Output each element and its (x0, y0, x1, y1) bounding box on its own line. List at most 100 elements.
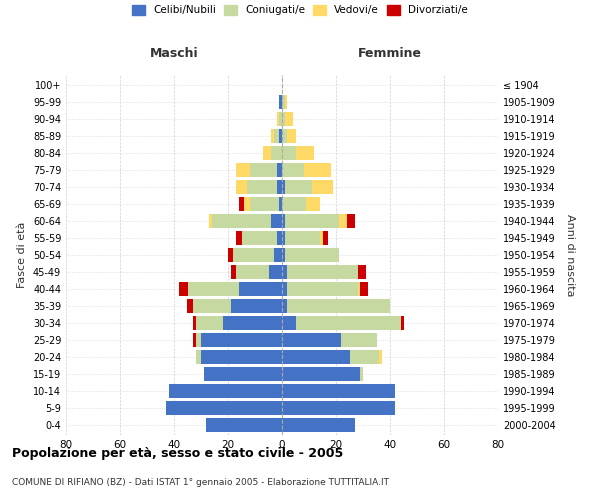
Bar (193, 333, 196, 347)
Bar (285, 248, 338, 262)
Bar (282, 299, 287, 313)
Bar (282, 333, 341, 347)
Bar (285, 95, 287, 109)
Bar (241, 231, 277, 245)
Bar (271, 129, 274, 143)
Bar (209, 214, 212, 228)
Bar (285, 231, 320, 245)
Bar (223, 316, 282, 330)
Bar (287, 265, 358, 279)
Bar (285, 214, 338, 228)
Bar (282, 316, 296, 330)
Bar (193, 316, 196, 330)
Bar (282, 180, 285, 194)
Bar (277, 180, 282, 194)
Bar (282, 231, 285, 245)
Legend: Celibi/Nubili, Coniugati/e, Vedovi/e, Divorziati/e: Celibi/Nubili, Coniugati/e, Vedovi/e, Di… (132, 5, 468, 15)
Bar (271, 146, 282, 160)
Bar (230, 299, 282, 313)
Bar (282, 384, 395, 398)
Bar (274, 248, 282, 262)
Bar (204, 367, 282, 381)
Y-axis label: Fasce di età: Fasce di età (17, 222, 27, 288)
Bar (277, 163, 282, 177)
Bar (271, 214, 282, 228)
Bar (187, 282, 239, 296)
Bar (280, 129, 282, 143)
Bar (212, 214, 271, 228)
Bar (250, 163, 277, 177)
Bar (280, 112, 282, 126)
Bar (169, 384, 282, 398)
Bar (287, 282, 358, 296)
Bar (358, 265, 366, 279)
Bar (228, 248, 233, 262)
Bar (360, 367, 363, 381)
Bar (285, 112, 293, 126)
Bar (193, 299, 230, 313)
Bar (282, 418, 355, 432)
Bar (277, 112, 280, 126)
Bar (323, 231, 328, 245)
Bar (358, 282, 360, 296)
Bar (196, 350, 201, 364)
Bar (282, 401, 395, 415)
Bar (269, 265, 282, 279)
Bar (347, 214, 355, 228)
Bar (196, 316, 223, 330)
Bar (233, 248, 274, 262)
Bar (282, 197, 307, 211)
Bar (307, 197, 320, 211)
Bar (320, 231, 323, 245)
Text: Femmine: Femmine (358, 47, 422, 60)
Bar (236, 265, 269, 279)
Bar (179, 282, 187, 296)
Bar (282, 95, 285, 109)
Bar (296, 146, 314, 160)
Text: Popolazione per età, sesso e stato civile - 2005: Popolazione per età, sesso e stato civil… (12, 448, 343, 460)
Bar (282, 163, 304, 177)
Bar (201, 333, 282, 347)
Bar (263, 146, 271, 160)
Bar (285, 180, 312, 194)
Bar (282, 214, 285, 228)
Bar (206, 418, 282, 432)
Text: COMUNE DI RIFIANO (BZ) - Dati ISTAT 1° gennaio 2005 - Elaborazione TUTTITALIA.IT: COMUNE DI RIFIANO (BZ) - Dati ISTAT 1° g… (12, 478, 389, 487)
Bar (379, 350, 382, 364)
Bar (312, 180, 334, 194)
Bar (341, 333, 377, 347)
Bar (274, 129, 280, 143)
Bar (187, 299, 193, 313)
Bar (201, 350, 282, 364)
Bar (277, 231, 282, 245)
Bar (247, 180, 277, 194)
Bar (360, 282, 368, 296)
Bar (239, 197, 244, 211)
Bar (282, 265, 287, 279)
Bar (282, 248, 285, 262)
Bar (282, 350, 349, 364)
Bar (282, 282, 287, 296)
Bar (282, 146, 296, 160)
Bar (296, 316, 401, 330)
Y-axis label: Anni di nascita: Anni di nascita (565, 214, 575, 296)
Bar (280, 197, 282, 211)
Bar (166, 401, 282, 415)
Bar (236, 180, 247, 194)
Bar (282, 129, 287, 143)
Bar (196, 333, 201, 347)
Bar (287, 129, 296, 143)
Bar (250, 197, 280, 211)
Bar (287, 299, 390, 313)
Text: Maschi: Maschi (149, 47, 199, 60)
Bar (230, 265, 236, 279)
Bar (236, 163, 250, 177)
Bar (401, 316, 404, 330)
Bar (280, 95, 282, 109)
Bar (282, 112, 285, 126)
Bar (349, 350, 379, 364)
Bar (239, 282, 282, 296)
Bar (244, 197, 250, 211)
Bar (236, 231, 241, 245)
Bar (282, 367, 360, 381)
